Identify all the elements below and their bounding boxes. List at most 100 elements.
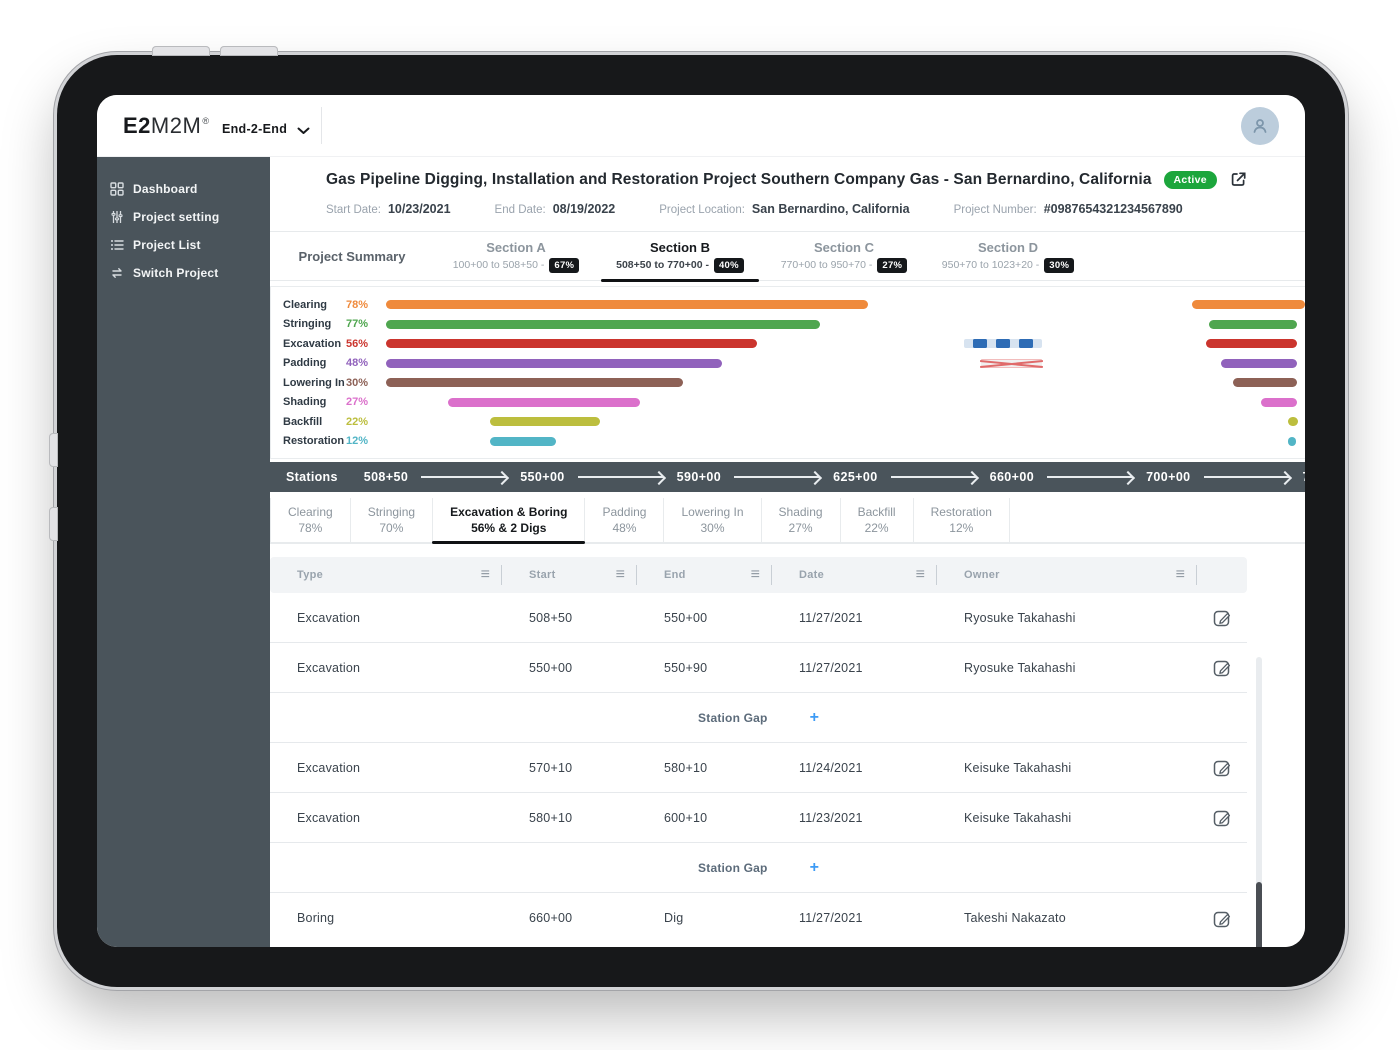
tab-title: Project Summary — [298, 248, 406, 264]
add-station-gap-button[interactable]: + — [809, 858, 819, 876]
phase-progress-gantt: Clearing 78% Stringing 77% Excavation 56… — [270, 286, 1305, 459]
phase-label: Shading — [283, 396, 327, 409]
phase-percent: 77% — [346, 318, 369, 331]
tab-title: Excavation & Boring — [450, 505, 568, 519]
tab-excavation-boring[interactable]: Excavation & Boring 56% & 2 Digs — [432, 498, 586, 544]
gantt-bars — [386, 358, 1305, 368]
tab-padding[interactable]: Padding 48% — [585, 498, 665, 542]
tab-shading[interactable]: Shading 27% — [762, 498, 841, 542]
station-gap-row: Station Gap + — [270, 693, 1247, 743]
tab-percent: 22% — [864, 521, 889, 535]
cell-owner: Takeshi Nakazato — [964, 911, 1066, 925]
phase-label: Lowering In — [283, 376, 345, 389]
tab-percent: 27% — [788, 521, 813, 535]
tab-title: Section B — [650, 239, 710, 255]
column-menu-icon[interactable]: ≡ — [615, 566, 625, 583]
tablet-volume-down-button — [220, 46, 278, 56]
tab-section-c[interactable]: Section C 770+00 to 950+70 - 27% — [762, 232, 926, 280]
column-header-owner[interactable]: Owner ≡ — [937, 557, 1197, 593]
tab-percent: 70% — [379, 521, 404, 535]
column-header-end[interactable]: End ≡ — [637, 557, 772, 593]
tab-title: Stringing — [367, 505, 416, 519]
station-value: 508+50 — [363, 470, 409, 484]
chevron-down-icon[interactable] — [297, 127, 310, 135]
tab-section-d[interactable]: Section D 950+70 to 1023+20 - 30% — [926, 232, 1090, 280]
external-link-icon[interactable] — [1229, 170, 1248, 189]
sidebar-item-dashboard[interactable]: Dashboard — [97, 175, 270, 203]
station-value: 660+00 — [989, 470, 1035, 484]
app-logo-dropdown[interactable]: E2 M2M ® End-2-End — [123, 113, 310, 139]
column-menu-icon[interactable]: ≡ — [1175, 566, 1185, 583]
station-gap-row: Station Gap + — [270, 843, 1247, 893]
column-header-date[interactable]: Date ≡ — [772, 557, 937, 593]
cell-owner: Ryosuke Takahashi — [964, 660, 1076, 675]
table-row[interactable]: Excavation 550+00 550+90 11/27/2021 Ryos… — [270, 643, 1247, 693]
edit-icon — [1213, 911, 1230, 927]
cell-owner: Ryosuke Takahashi — [964, 610, 1076, 625]
edit-row-button[interactable] — [1209, 604, 1236, 631]
phase-percent: 48% — [346, 357, 369, 370]
phase-percent: 22% — [346, 415, 369, 428]
cell-date: 11/27/2021 — [799, 911, 863, 925]
tab-lowering-in[interactable]: Lowering In 30% — [664, 498, 762, 542]
gantt-row-restoration: Restoration 12% — [271, 432, 1305, 452]
arrow-right-icon — [421, 476, 508, 478]
gantt-row-excavation: Excavation 56% — [271, 334, 1305, 354]
user-icon — [1253, 118, 1267, 133]
table-row[interactable]: Excavation 508+50 550+00 11/27/2021 Ryos… — [270, 593, 1247, 643]
column-menu-icon[interactable]: ≡ — [915, 566, 925, 583]
cell-end: Dig — [664, 911, 684, 925]
table-scrollbar[interactable] — [1256, 657, 1262, 947]
edit-row-button[interactable] — [1209, 804, 1236, 831]
tab-project-summary[interactable]: Project Summary — [270, 232, 434, 280]
cell-type: Excavation — [297, 660, 361, 675]
edit-row-button[interactable] — [1209, 754, 1236, 781]
tablet-side-button — [49, 433, 58, 467]
avatar[interactable] — [1241, 106, 1279, 145]
column-label: Type — [297, 569, 324, 581]
cell-end: 580+10 — [664, 760, 708, 775]
edit-row-button[interactable] — [1209, 905, 1236, 932]
tab-backfill[interactable]: Backfill 22% — [841, 498, 914, 542]
status-badge: Active — [1163, 170, 1217, 189]
tab-section-b[interactable]: Section B 508+50 to 770+00 - 40% — [598, 232, 762, 282]
stations-bar: Stations 508+50 550+00 590+00 625+00 660… — [270, 462, 1305, 492]
phase-percent: 78% — [346, 298, 369, 311]
edit-row-button[interactable] — [1209, 654, 1236, 681]
cell-owner: Keisuke Takahashi — [964, 810, 1072, 825]
column-header-actions — [1197, 557, 1247, 593]
station-value: 770+00 — [1303, 470, 1305, 484]
tab-clearing[interactable]: Clearing 78% — [270, 498, 351, 542]
cell-type: Excavation — [297, 610, 361, 625]
tab-percent: 12% — [949, 521, 974, 535]
cell-start: 508+50 — [529, 610, 573, 625]
stations-label: Stations — [286, 470, 338, 484]
registered-mark: ® — [202, 115, 209, 126]
column-header-type[interactable]: Type ≡ — [270, 557, 502, 593]
tab-restoration[interactable]: Restoration 12% — [914, 498, 1010, 542]
cell-end: 550+90 — [664, 660, 708, 675]
table-row[interactable]: Excavation 570+10 580+10 11/24/2021 Keis… — [270, 743, 1247, 793]
arrow-right-icon — [577, 476, 664, 478]
table-row[interactable]: Boring 660+00 Dig 11/27/2021 Takeshi Nak… — [270, 893, 1247, 943]
cell-date: 11/27/2021 — [799, 610, 863, 625]
sidebar-item-project-setting[interactable]: Project setting — [97, 203, 270, 231]
sidebar-item-switch-project[interactable]: Switch Project — [97, 259, 270, 287]
station-value: 625+00 — [833, 470, 878, 484]
sidebar-item-project-list[interactable]: Project List — [97, 231, 270, 259]
cell-end: 600+10 — [664, 810, 708, 825]
table-row[interactable]: Excavation 580+10 600+10 11/23/2021 Keis… — [270, 793, 1247, 843]
gantt-bars — [386, 417, 1305, 427]
tab-percent: 48% — [612, 521, 637, 535]
cell-start: 570+10 — [529, 760, 573, 775]
tab-section-a[interactable]: Section A 100+00 to 508+50 - 67% — [434, 232, 598, 280]
tab-range: 100+00 to 508+50 - — [452, 259, 545, 271]
column-header-start[interactable]: Start ≡ — [502, 557, 637, 593]
tab-stringing[interactable]: Stringing 70% — [351, 498, 434, 542]
add-station-gap-button[interactable]: + — [809, 708, 819, 726]
column-menu-icon[interactable]: ≡ — [750, 566, 760, 583]
tab-percent: 30% — [700, 521, 725, 535]
tab-title: Shading — [778, 505, 823, 519]
scrollbar-thumb[interactable] — [1256, 882, 1262, 947]
column-menu-icon[interactable]: ≡ — [480, 566, 490, 583]
